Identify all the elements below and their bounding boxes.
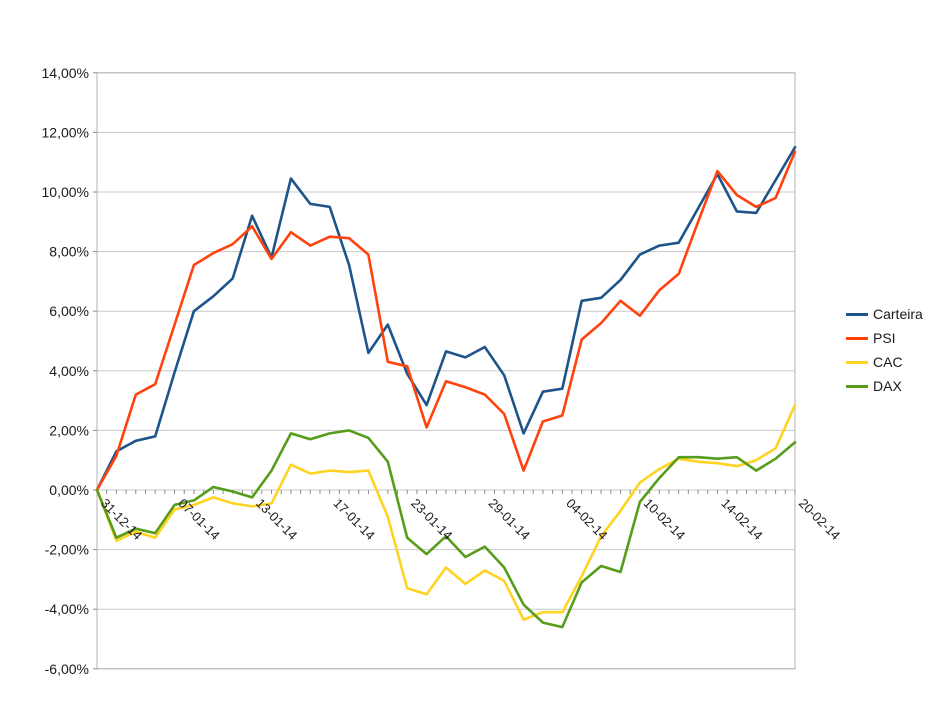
legend-line-swatch xyxy=(846,385,868,388)
legend-label: Carteira xyxy=(873,306,923,322)
y-axis-label: 14,00% xyxy=(42,65,89,81)
x-axis-label: 29-01-14 xyxy=(486,496,533,543)
x-axis-label: 04-02-14 xyxy=(563,496,610,543)
legend-item-carteira: Carteira xyxy=(846,306,923,323)
y-axis-label: -2,00% xyxy=(45,542,89,558)
legend-item-dax: DAX xyxy=(846,378,923,395)
legend-item-psi: PSI xyxy=(846,330,923,347)
y-axis-label: 0,00% xyxy=(49,482,89,498)
x-axis-label: 20-02-14 xyxy=(796,496,843,543)
x-axis-label: 10-02-14 xyxy=(641,496,688,543)
y-axis-label: -4,00% xyxy=(45,601,89,617)
y-axis-label: 10,00% xyxy=(42,184,89,200)
legend-item-cac: CAC xyxy=(846,354,923,371)
legend-line-swatch xyxy=(846,361,868,364)
legend-line-swatch xyxy=(846,337,868,340)
y-axis-label: 8,00% xyxy=(49,244,89,260)
legend-line-swatch xyxy=(846,313,868,316)
series-line-psi xyxy=(95,150,797,492)
x-axis-label: 23-01-14 xyxy=(408,496,455,543)
legend-label: DAX xyxy=(873,378,902,394)
series-line-dax xyxy=(95,429,797,629)
chart-legend: Carteira PSI CAC DAX xyxy=(846,306,923,395)
y-axis-label: -6,00% xyxy=(45,661,89,677)
x-axis-label: 14-02-14 xyxy=(718,496,765,543)
series-line-carteira xyxy=(95,146,797,492)
y-axis-label: 2,00% xyxy=(49,422,89,438)
x-axis-label: 17-01-14 xyxy=(331,496,378,543)
y-axis-label: 6,00% xyxy=(49,303,89,319)
legend-label: PSI xyxy=(873,330,896,346)
x-axis-label: 13-01-14 xyxy=(253,496,300,543)
y-axis-label: 12,00% xyxy=(42,124,89,140)
legend-label: CAC xyxy=(873,354,903,370)
y-axis-label: 4,00% xyxy=(49,363,89,379)
